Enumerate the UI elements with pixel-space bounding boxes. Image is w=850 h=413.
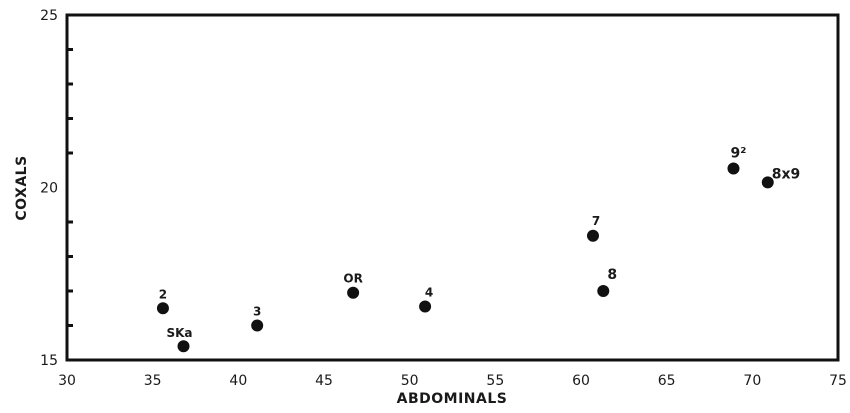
x-tick-label: 60	[572, 373, 590, 389]
y-axis-title: COXALS	[14, 155, 30, 220]
data-point-label: 8	[607, 267, 617, 283]
data-point	[177, 340, 190, 353]
data-points	[156, 162, 774, 353]
x-tick-label: 55	[486, 373, 504, 389]
y-tick-label: 15	[40, 353, 58, 369]
x-tick-label: 50	[401, 373, 419, 389]
data-point	[156, 302, 169, 315]
x-ticks: 30 35 40 45 50 55 60 65 70 75	[58, 373, 847, 389]
x-tick-label: 65	[658, 373, 676, 389]
data-point-label: 7	[592, 214, 600, 228]
data-point	[347, 286, 360, 299]
x-tick-label: 70	[743, 373, 761, 389]
data-point-label: SKa	[166, 326, 192, 340]
data-point	[597, 285, 610, 297]
data-point-label: 8x9	[772, 166, 801, 182]
y-tick-label: 20	[40, 181, 58, 197]
y-tick-label: 25	[40, 8, 58, 24]
y-minor-ticks	[67, 48, 73, 327]
x-tick-label: 30	[58, 373, 76, 389]
data-point	[251, 319, 264, 332]
x-tick-label: 75	[829, 373, 847, 389]
data-point	[419, 300, 432, 313]
x-tick-label: 40	[229, 373, 247, 389]
x-tick-label: 35	[144, 373, 162, 389]
x-tick-label: 45	[315, 373, 333, 389]
data-point	[727, 162, 740, 175]
data-point-label: 9²	[731, 146, 747, 162]
data-point-label: 3	[253, 305, 261, 319]
data-point-label: 4	[425, 286, 433, 300]
data-point-label: 2	[159, 287, 167, 301]
data-point	[761, 176, 774, 189]
x-axis-title: ABDOMINALS	[397, 391, 508, 407]
y-ticks: 15 20 25	[40, 8, 58, 369]
data-point	[586, 229, 599, 242]
data-point-labels: 2 SKa 3 OR 4 7 8 9² 8x9	[159, 146, 801, 341]
data-point-label: OR	[343, 272, 362, 286]
plot-frame	[65, 13, 840, 362]
